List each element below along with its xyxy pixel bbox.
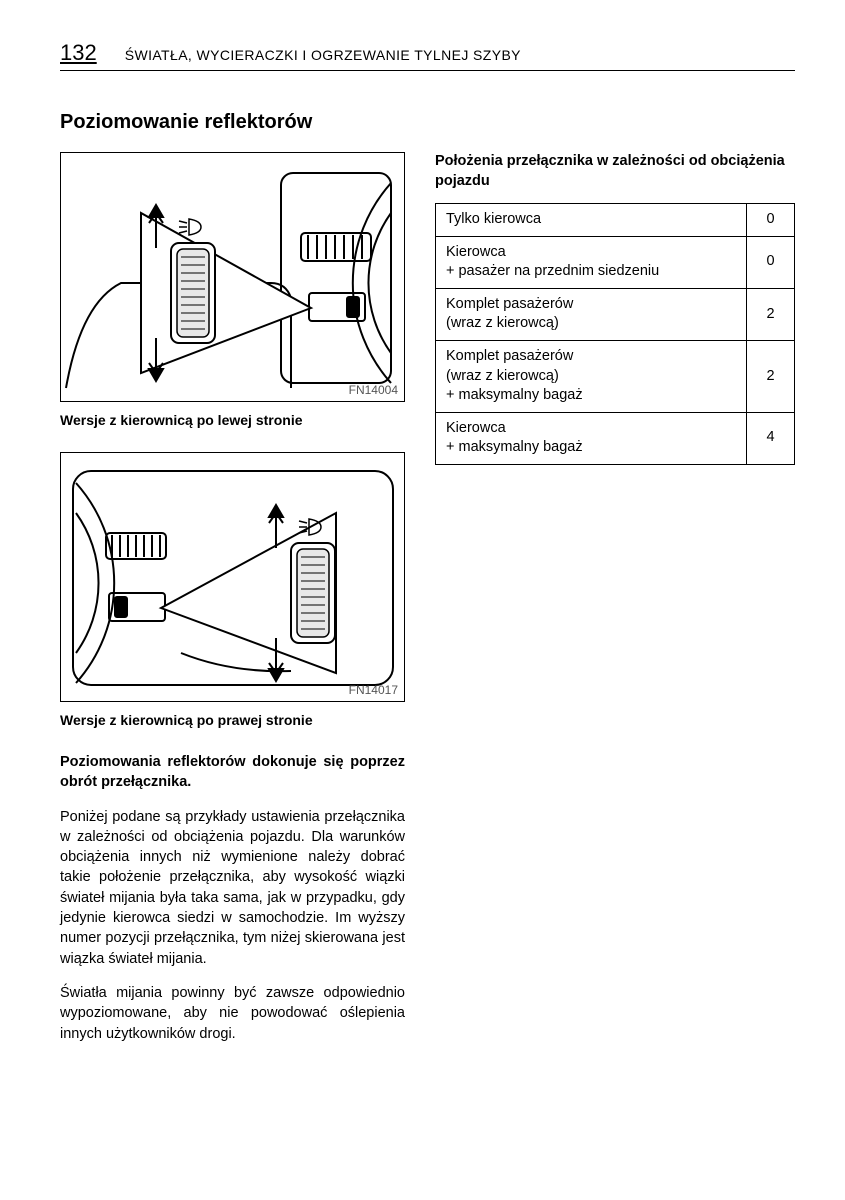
switch-condition: Kierowca + maksymalny bagaż	[436, 412, 747, 464]
section-title: Poziomowanie reflektorów	[60, 111, 795, 134]
figure-lhd-svg	[61, 153, 405, 402]
switch-value: 2	[747, 340, 795, 412]
paragraph-2: Światła mijania powinny być zawsze odpow…	[60, 983, 405, 1044]
switch-value: 0	[747, 236, 795, 288]
figure-lhd-caption: Wersje z kierownicą po lewej stronie	[60, 412, 405, 428]
figure-rhd-code: FN14017	[349, 683, 398, 697]
switch-condition: Komplet pasażerów (wraz z kierowcą) + ma…	[436, 340, 747, 412]
figure-lhd-code: FN14004	[349, 383, 398, 397]
figure-rhd: FN14017	[60, 452, 405, 702]
figure-rhd-caption: Wersje z kierownicą po prawej stronie	[60, 712, 405, 728]
figure-rhd-svg	[61, 453, 405, 702]
switch-condition: Komplet pasażerów (wraz z kierowcą)	[436, 288, 747, 340]
switch-value: 0	[747, 204, 795, 237]
chapter-title: ŚWIATŁA, WYCIERACZKI I OGRZEWANIE TYLNEJ…	[125, 47, 521, 63]
switch-value: 4	[747, 412, 795, 464]
switch-table-heading: Położenia przełącznika w zależności od o…	[435, 152, 795, 191]
table-row: Kierowca + pasażer na przednim siedzeniu…	[436, 236, 795, 288]
page-header: 132 ŚWIATŁA, WYCIERACZKI I OGRZEWANIE TY…	[60, 40, 795, 71]
switch-condition: Kierowca + pasażer na przednim siedzeniu	[436, 236, 747, 288]
switch-position-table: Tylko kierowca0Kierowca + pasażer na prz…	[435, 203, 795, 465]
page-number: 132	[60, 40, 97, 66]
table-row: Kierowca + maksymalny bagaż4	[436, 412, 795, 464]
table-row: Tylko kierowca0	[436, 204, 795, 237]
switch-value: 2	[747, 288, 795, 340]
paragraph-1: Poniżej podane są przykłady ustawienia p…	[60, 807, 405, 969]
intro-paragraph: Poziomowania reflektorów dokonuje się po…	[60, 752, 405, 793]
table-row: Komplet pasażerów (wraz z kierowcą)2	[436, 288, 795, 340]
switch-condition: Tylko kierowca	[436, 204, 747, 237]
figure-lhd: FN14004	[60, 152, 405, 402]
table-row: Komplet pasażerów (wraz z kierowcą) + ma…	[436, 340, 795, 412]
